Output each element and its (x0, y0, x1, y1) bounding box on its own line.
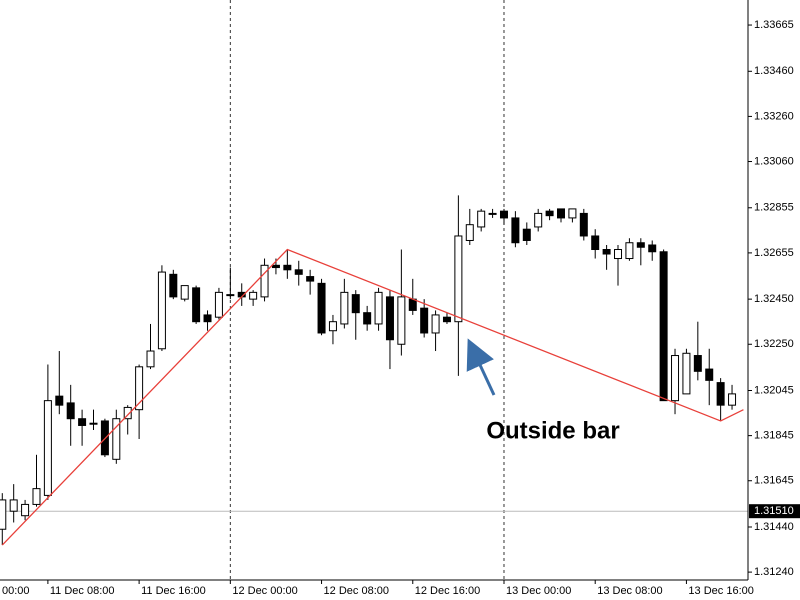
y-tick-label: 1.32045 (754, 384, 794, 396)
y-tick-label: 1.33260 (754, 110, 794, 122)
x-tick-label: 12 Dec 16:00 (415, 585, 480, 597)
candle-body (591, 235, 600, 251)
candle-body (420, 307, 429, 334)
candle-body (534, 212, 543, 228)
plot-area (0, 0, 748, 580)
x-tick-label: 13 Dec 00:00 (506, 585, 571, 597)
candle-body (135, 366, 144, 411)
candle-body (214, 291, 223, 318)
candle-body (112, 418, 121, 460)
candle-body (340, 291, 349, 325)
candle-body (693, 355, 702, 372)
candle-body (146, 350, 155, 368)
y-tick-label: 1.31240 (754, 566, 794, 578)
candle-body (385, 296, 394, 341)
candle-body (397, 296, 406, 345)
candle-body (306, 276, 315, 282)
candle-body (442, 316, 451, 323)
candle-body (625, 242, 634, 260)
y-tick-label: 1.32855 (754, 202, 794, 214)
candle-body (351, 294, 360, 314)
candle-body (408, 298, 417, 311)
candle-body (123, 406, 132, 420)
candle-body (522, 228, 531, 241)
candle-body (682, 352, 691, 395)
candle-body (294, 269, 303, 275)
x-tick-label: 11 Dec 08:00 (50, 585, 115, 597)
candle-body (66, 402, 75, 420)
candle-body (249, 291, 258, 300)
annotation-arrow (466, 338, 496, 396)
y-tick-label: 1.31645 (754, 475, 794, 487)
candle-body (728, 393, 737, 406)
candle-body (9, 499, 18, 512)
candle-body (431, 314, 440, 334)
x-tick-label: 13 Dec 16:00 (688, 585, 753, 597)
annotation-text: Outside bar (486, 417, 619, 444)
candle-body (511, 217, 520, 244)
candle-body (328, 321, 337, 332)
candle-body (192, 287, 201, 323)
y-tick-label: 1.31845 (754, 430, 794, 442)
candle-body (363, 312, 372, 325)
price-label: 1.31510 (754, 505, 794, 517)
candle-body (716, 382, 725, 406)
candle-body (271, 264, 280, 269)
candle-body (557, 208, 565, 219)
candle-body (283, 264, 292, 271)
candle-body (614, 249, 623, 260)
candle-body (374, 291, 383, 325)
y-tick-label: 1.31440 (754, 521, 794, 533)
candle-body (705, 368, 714, 381)
candle-body (226, 294, 235, 297)
y-tick-label: 1.32450 (754, 293, 794, 305)
y-tick-label: 1.33665 (754, 19, 794, 31)
candle-body (477, 210, 486, 228)
candle-body (568, 208, 577, 219)
candle-body (659, 251, 668, 402)
candle-body (157, 271, 166, 350)
x-tick-label: 11 Dec 16:00 (141, 585, 206, 597)
candle-body (0, 499, 7, 530)
candle-body (180, 285, 189, 300)
candle-body (78, 418, 87, 426)
price-label-box (749, 504, 800, 519)
candle-body (465, 224, 474, 241)
y-tick-label: 1.32655 (754, 247, 794, 259)
candle-body (89, 422, 98, 425)
candle-body (169, 273, 178, 298)
candle-body (454, 235, 463, 323)
candle-body (55, 395, 64, 406)
candle-body (499, 210, 508, 219)
candle-body (602, 249, 611, 255)
x-tick-label: 00:00 (2, 585, 30, 597)
candle-body (32, 488, 41, 505)
trendline (1, 248, 744, 546)
candle-body (317, 282, 326, 334)
candle-body (648, 244, 657, 253)
candle-body (488, 212, 497, 215)
candle-body (671, 355, 680, 402)
candle-body (260, 264, 269, 298)
y-tick-label: 1.32250 (754, 338, 794, 350)
candle-body (545, 210, 554, 217)
x-tick-label: 12 Dec 08:00 (324, 585, 389, 597)
x-tick-label: 12 Dec 00:00 (232, 585, 297, 597)
x-tick-label: 13 Dec 08:00 (597, 585, 662, 597)
candle-body (203, 314, 212, 323)
candle-body (579, 212, 588, 237)
candle-body (43, 400, 52, 496)
candle-body (636, 242, 645, 248)
y-tick-label: 1.33460 (754, 65, 794, 77)
y-tick-label: 1.33060 (754, 155, 794, 167)
candle-body (21, 503, 30, 517)
